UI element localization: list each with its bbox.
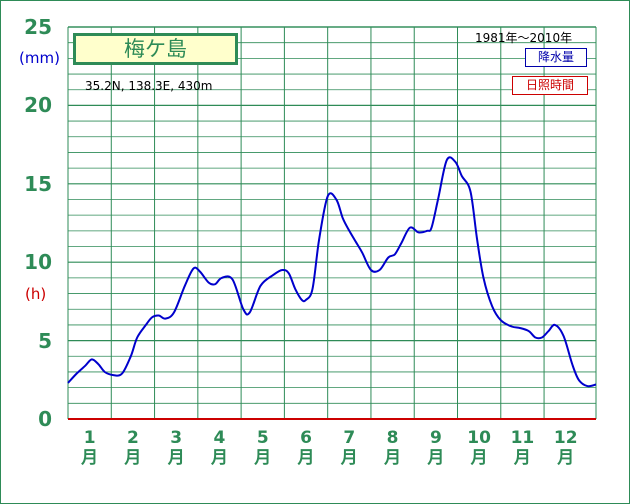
month-number: 7 [343, 428, 356, 448]
month-number: 1 [83, 428, 96, 448]
month-number: 10 [467, 428, 491, 448]
month-number: 5 [256, 428, 269, 448]
y-tick-label: 25 [24, 15, 52, 39]
period-label: 1981年〜2010年 [475, 31, 573, 45]
x-tick-label: 10 月 [464, 428, 494, 468]
y-tick-label: 15 [24, 171, 52, 196]
month-number: 6 [300, 428, 312, 448]
y-tick-label: 5 [38, 328, 52, 353]
month-number: 2 [126, 428, 139, 448]
precip-unit-label: (mm) [19, 49, 60, 67]
month-suffix: 月 [470, 448, 488, 468]
month-suffix: 月 [427, 448, 445, 468]
month-suffix: 月 [297, 448, 315, 468]
month-suffix: 月 [167, 448, 185, 468]
month-number: 8 [386, 428, 399, 448]
month-suffix: 月 [254, 448, 272, 468]
month-suffix: 月 [384, 448, 402, 468]
y-tick-label: 0 [38, 407, 52, 431]
y-tick-label: 10 [24, 250, 52, 275]
month-suffix: 月 [557, 448, 575, 468]
x-tick-label: 11 月 [507, 428, 537, 468]
month-number: 3 [170, 428, 183, 448]
month-suffix: 月 [124, 448, 142, 468]
station-title: 梅ケ島 [73, 33, 238, 65]
month-suffix: 月 [210, 448, 228, 468]
legend-precipitation: 降水量 [525, 48, 587, 67]
month-number: 11 [510, 428, 535, 448]
station-coordinates: 35.2N, 138.3E, 430m [85, 79, 213, 93]
y-tick-label: 20 [24, 93, 52, 118]
series-line-precipitation [67, 156, 597, 388]
month-suffix: 月 [81, 448, 99, 468]
legend-sunshine: 日照時間 [512, 76, 588, 95]
x-tick-label: 12 月 [551, 428, 581, 468]
month-number: 9 [429, 428, 442, 448]
month-number: 4 [213, 428, 226, 448]
series-group [67, 156, 597, 388]
month-suffix: 月 [340, 448, 358, 468]
sunshine-unit-label: (h) [25, 285, 47, 303]
month-number: 12 [553, 428, 578, 448]
month-suffix: 月 [513, 448, 531, 468]
